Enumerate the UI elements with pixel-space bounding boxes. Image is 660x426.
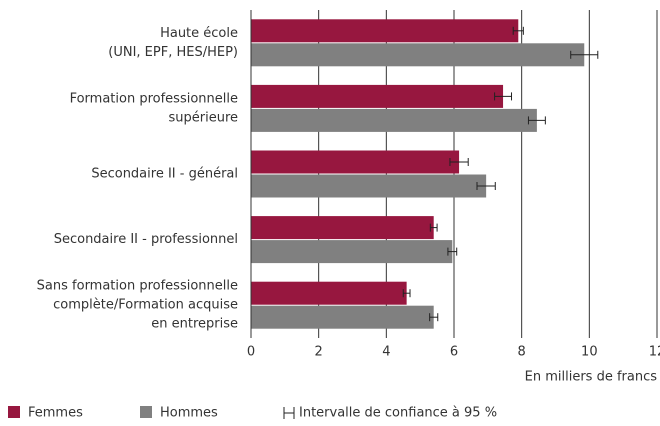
y-tick-label: (UNI, EPF, HES/HEP) [108,45,238,60]
legend-swatch [8,406,20,418]
error-bar [512,26,524,35]
x-tick-label: 4 [382,345,390,360]
error-bar [476,182,496,190]
y-tick-label: en entreprise [151,317,238,332]
error-bar [527,116,546,125]
y-tick-label: Haute école [160,26,238,41]
error-bar [570,50,599,59]
y-tick-label: Sans formation professionnelle [37,279,238,294]
error-bar [449,158,469,166]
bar [251,84,504,108]
legend-label: Femmes [28,406,83,421]
x-tick-label: 0 [247,345,255,360]
x-axis-label: En milliers de francs [525,370,658,385]
error-bar [429,223,438,232]
bar [251,305,434,329]
x-tick-label: 6 [450,345,458,360]
error-bar [429,313,439,322]
bar [251,108,537,132]
y-tick-label: Secondaire II - professionnel [54,232,238,247]
y-tick-label: complète/Formation acquise [53,298,238,313]
y-tick-label: Formation professionnelle [70,91,238,106]
x-tick-label: 8 [518,345,526,360]
error-bar [447,247,458,256]
legend-label: Hommes [160,406,218,421]
x-tick-label: 12 [649,345,660,360]
legend-label: Intervalle de confiance à 95 % [299,406,497,421]
bar [251,216,434,240]
y-tick-label: supérieure [168,110,238,125]
bar [251,174,487,198]
bar [251,19,519,43]
error-bar [402,289,411,298]
bar [251,240,453,264]
x-tick-label: 10 [581,345,598,360]
error-bar [494,92,513,101]
legend-error-icon [283,407,295,419]
bar [251,150,460,174]
bar [251,281,407,305]
legend-swatch [140,406,152,418]
x-tick-label: 2 [315,345,323,360]
y-tick-label: Secondaire II - général [91,167,238,182]
bar [251,43,585,67]
